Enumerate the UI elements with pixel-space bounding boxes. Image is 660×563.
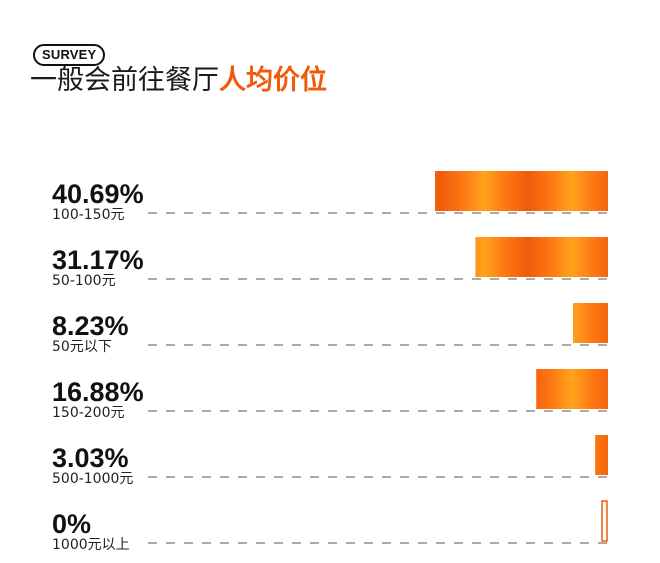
value-label: 3.03% [52,443,129,473]
bar-row: 16.88%150-200元 [52,369,608,421]
bar-row: 31.17%50-100元 [52,237,608,289]
bar [573,303,608,343]
bar [595,435,608,475]
bar [435,171,608,211]
page-title: 一般会前往餐厅人均价位 [30,64,327,98]
bar-row: 0%1000元以上 [52,500,608,553]
value-label: 0% [52,509,91,539]
category-label: 50元以下 [52,339,112,355]
bar [601,500,608,542]
category-label: 100-150元 [52,207,125,223]
title-accent: 人均价位 [219,65,327,96]
bar [536,369,608,409]
value-label: 8.23% [52,311,129,341]
value-label: 31.17% [52,245,144,275]
category-label: 500-1000元 [52,471,133,487]
bar [475,237,608,277]
category-label: 150-200元 [52,405,125,421]
title-plain: 一般会前往餐厅 [30,65,219,96]
survey-badge: SURVEY [33,44,106,66]
value-label: 16.88% [52,377,144,407]
category-label: 1000元以上 [52,537,130,553]
value-label: 40.69% [52,179,144,209]
category-label: 50-100元 [52,273,116,289]
bar-row: 3.03%500-1000元 [52,435,608,487]
bar-row: 40.69%100-150元 [52,171,608,223]
bar-row: 8.23%50元以下 [52,303,608,355]
